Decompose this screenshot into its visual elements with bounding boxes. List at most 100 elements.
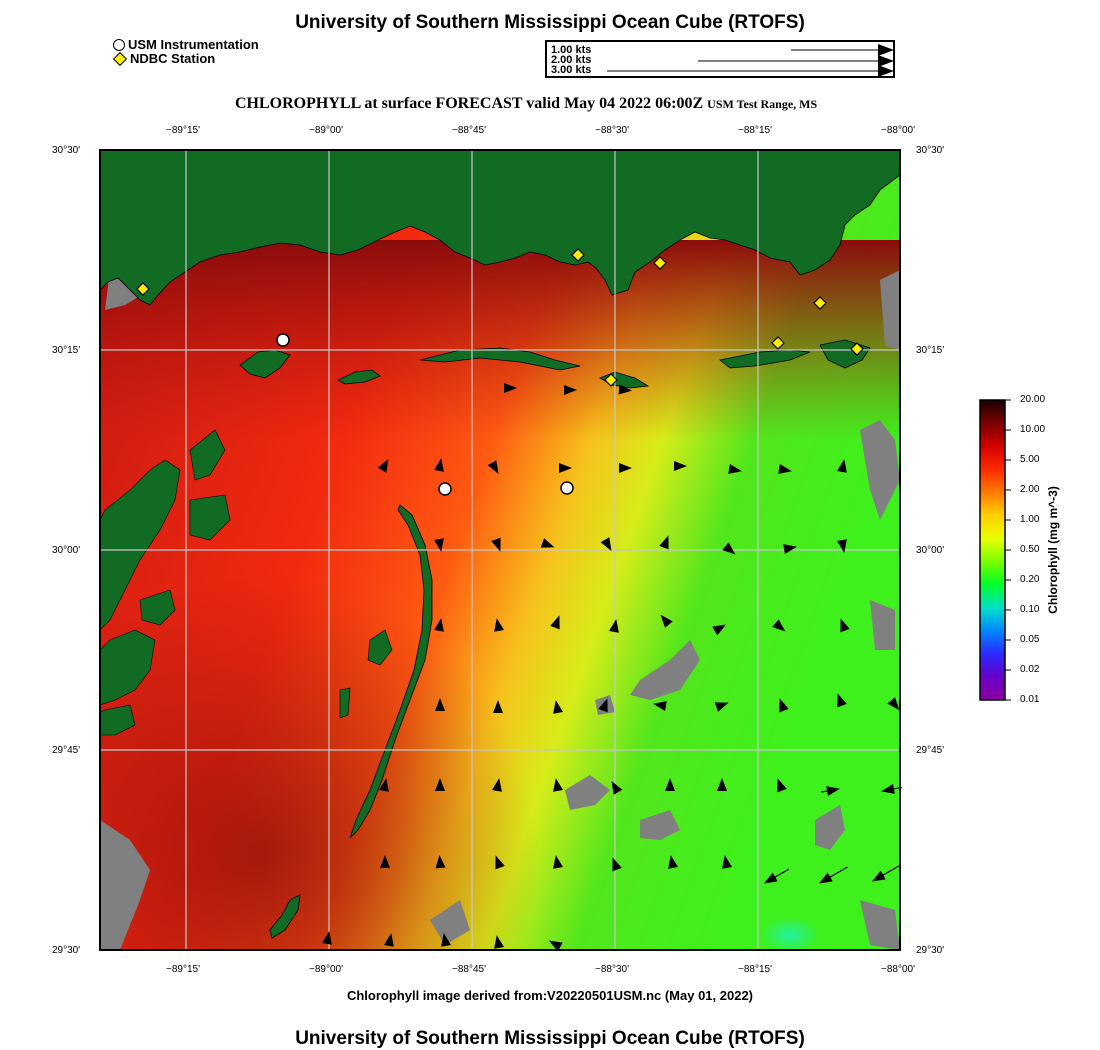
current-arrow <box>818 872 833 884</box>
current-arrow <box>611 780 623 795</box>
current-arrow <box>668 855 678 869</box>
y-tick-left: 30°30' <box>52 145 81 156</box>
current-arrow <box>553 855 563 869</box>
y-tick-left: 29°30' <box>52 945 81 956</box>
current-arrow <box>434 458 444 472</box>
legend-usm-label: USM Instrumentation <box>128 37 259 52</box>
ref-label-3kt: 3.00 kts <box>551 64 592 76</box>
x-tick-bottom: −88°15' <box>738 964 772 975</box>
current-arrow <box>837 539 847 553</box>
map-subtitle: CHLOROPHYLL at surface FORECAST valid Ma… <box>235 95 817 113</box>
current-arrow <box>665 778 675 791</box>
x-tick-bottom: −88°00' <box>881 964 915 975</box>
current-arrow <box>434 618 444 632</box>
ndbc-station-icon[interactable] <box>604 373 618 387</box>
current-arrow <box>559 463 572 473</box>
current-arrow <box>871 870 886 882</box>
current-arrow <box>826 786 840 796</box>
current-arrow-shaft <box>887 786 902 791</box>
footer-title: University of Southern Mississippi Ocean… <box>295 1028 805 1049</box>
colorbar-label: 1.00 <box>1020 514 1040 525</box>
current-arrow <box>779 698 789 713</box>
ndbc-station-icon[interactable] <box>850 342 864 356</box>
current-arrow <box>600 537 612 552</box>
usm-instruments <box>276 333 574 496</box>
y-tick-right: 29°30' <box>916 945 945 956</box>
y-tick-left: 29°45' <box>52 745 81 756</box>
current-arrow <box>722 542 736 555</box>
y-tick-right: 30°30' <box>916 145 945 156</box>
current-arrow-shaft <box>821 789 834 793</box>
current-arrow <box>609 619 619 633</box>
current-arrow <box>550 615 560 630</box>
mainland-coast <box>99 149 901 306</box>
colorbar-title: Chlorophyll (mg m^-3) <box>1046 486 1060 614</box>
chlorophyll-map[interactable] <box>95 145 907 955</box>
current-arrow <box>674 461 687 471</box>
current-arrow <box>717 778 727 791</box>
current-arrow <box>377 458 389 473</box>
current-arrow <box>777 778 787 793</box>
x-tick-bottom: −88°30' <box>595 964 629 975</box>
ndbc-station-icon[interactable] <box>571 248 585 262</box>
usm-instrumentation-icon <box>113 39 125 51</box>
colorbar-label: 0.02 <box>1020 664 1040 675</box>
current-arrow <box>540 538 555 548</box>
current-arrow <box>598 698 608 713</box>
ndbc-station-icon[interactable] <box>771 336 785 350</box>
x-tick-top: −88°30' <box>595 125 629 136</box>
ndbc-station-icon[interactable] <box>813 296 827 310</box>
ndbc-station-icon[interactable] <box>653 256 667 270</box>
current-arrow <box>619 463 632 473</box>
x-tick-top: −88°45' <box>452 125 486 136</box>
usm-instrumentation-icon[interactable] <box>276 333 290 347</box>
current-arrow <box>494 618 504 632</box>
x-tick-bottom: −88°45' <box>452 964 486 975</box>
map-frame <box>99 149 901 951</box>
current-arrow <box>494 935 504 949</box>
current-arrow <box>837 459 847 473</box>
current-arrow <box>379 778 389 792</box>
current-arrow <box>783 544 797 554</box>
colorbar-label: 20.00 <box>1020 394 1046 405</box>
current-arrow <box>763 872 778 884</box>
marsh-islands <box>99 429 393 736</box>
x-tick-top: −89°15' <box>166 125 200 136</box>
x-tick-bottom: −89°15' <box>166 964 200 975</box>
usm-instrumentation-icon[interactable] <box>438 482 452 496</box>
colorbar-label: 0.10 <box>1020 604 1040 615</box>
ndbc-station-icon <box>112 51 128 67</box>
low-chl-spot <box>760 917 820 953</box>
ndbc-station-icon[interactable] <box>136 282 150 296</box>
colorbar-label: 0.05 <box>1020 634 1040 645</box>
y-tick-left: 30°00' <box>52 545 81 556</box>
colorbar-label: 0.50 <box>1020 544 1040 555</box>
current-arrow <box>714 702 729 712</box>
x-tick-top: −88°00' <box>881 125 915 136</box>
ref-label-1kt: 1.00 kts <box>551 44 592 56</box>
current-arrow <box>487 460 499 475</box>
current-arrow <box>435 778 445 791</box>
current-arrow <box>495 855 505 870</box>
current-arrow <box>728 464 742 474</box>
colorbar-bar <box>979 399 1006 701</box>
current-arrow <box>722 855 732 869</box>
ref-label-2kt: 2.00 kts <box>551 54 592 66</box>
current-arrow-shaft <box>877 864 901 879</box>
usm-instrumentation-icon[interactable] <box>560 481 574 495</box>
current-arrow <box>435 698 445 711</box>
ndbc-stations <box>136 248 864 387</box>
current-arrow <box>772 619 786 632</box>
reference-arrows <box>607 44 894 77</box>
current-arrow <box>322 931 332 945</box>
current-arrow <box>653 701 667 711</box>
current-arrow <box>553 778 563 792</box>
current-arrow <box>712 624 727 636</box>
vector-reference-box: 1.00 kts 2.00 kts 3.00 kts <box>545 40 895 78</box>
current-arrow <box>618 384 632 395</box>
current-arrow <box>778 464 792 474</box>
y-tick-left: 30°15' <box>52 345 81 356</box>
current-vectors <box>322 383 902 952</box>
current-arrow <box>837 693 847 708</box>
legend-item-ndbc: NDBC Station <box>112 51 259 67</box>
